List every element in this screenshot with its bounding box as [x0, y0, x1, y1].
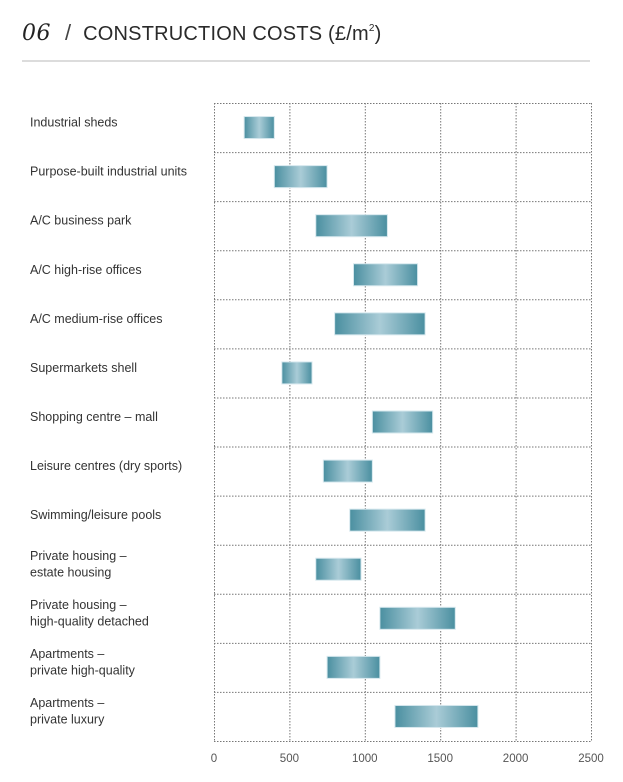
- cost-range-bar: [322, 459, 373, 483]
- cost-range-bar: [334, 312, 426, 336]
- x-tick-label: 500: [280, 753, 299, 765]
- cost-range-bar: [394, 704, 479, 728]
- x-tick-label: 2000: [503, 753, 529, 765]
- cost-range-bar: [352, 263, 419, 287]
- x-tick-label: 0: [211, 753, 217, 765]
- x-axis-ticks: 0 500 1000 1500 2000 2500: [211, 753, 604, 765]
- cost-range-bar: [371, 410, 434, 434]
- category-label: Supermarkets shell: [30, 361, 137, 375]
- category-label: Apartments – private high-quality: [30, 647, 136, 678]
- x-tick-label: 1000: [352, 753, 378, 765]
- cost-range-bar: [281, 361, 313, 385]
- category-label: Leisure centres (dry sports): [30, 459, 182, 473]
- x-tick-label: 2500: [578, 753, 604, 765]
- cost-range-bar: [379, 606, 456, 630]
- category-labels: Industrial sheds Purpose-built industrial…: [30, 116, 187, 727]
- category-label: Private housing – high-quality detached: [30, 598, 149, 629]
- category-label: A/C medium-rise offices: [30, 312, 162, 326]
- header-divider: [22, 60, 590, 62]
- cost-range-bar: [243, 116, 275, 140]
- category-label: Industrial sheds: [30, 116, 118, 130]
- chart-title-superscript: 2: [368, 23, 375, 34]
- title-separator: /: [65, 20, 72, 45]
- category-label: Purpose-built industrial units: [30, 165, 187, 179]
- chart-header: 06 / CONSTRUCTION COSTS (£/m2): [22, 20, 381, 54]
- grid: [214, 103, 592, 742]
- chart-title-text: CONSTRUCTION COSTS (£/m: [83, 23, 369, 45]
- category-label: A/C high-rise offices: [30, 263, 142, 277]
- chart-title-suffix: ): [374, 23, 382, 45]
- cost-range-bar: [315, 214, 388, 238]
- chart-title: CONSTRUCTION COSTS (£/m2): [83, 23, 381, 46]
- cost-range-bar: [273, 165, 328, 189]
- cost-range-bar: [349, 508, 426, 532]
- cost-range-bar: [326, 655, 381, 679]
- category-label: Apartments – private luxury: [30, 696, 105, 727]
- bars: [243, 116, 479, 728]
- category-label: Private housing – estate housing: [30, 549, 127, 580]
- category-label: Swimming/leisure pools: [30, 508, 161, 522]
- category-label: A/C business park: [30, 214, 132, 228]
- x-tick-label: 1500: [427, 753, 453, 765]
- cost-range-bar: [315, 557, 362, 581]
- section-number: 06: [22, 21, 51, 46]
- category-label: Shopping centre – mall: [30, 410, 158, 424]
